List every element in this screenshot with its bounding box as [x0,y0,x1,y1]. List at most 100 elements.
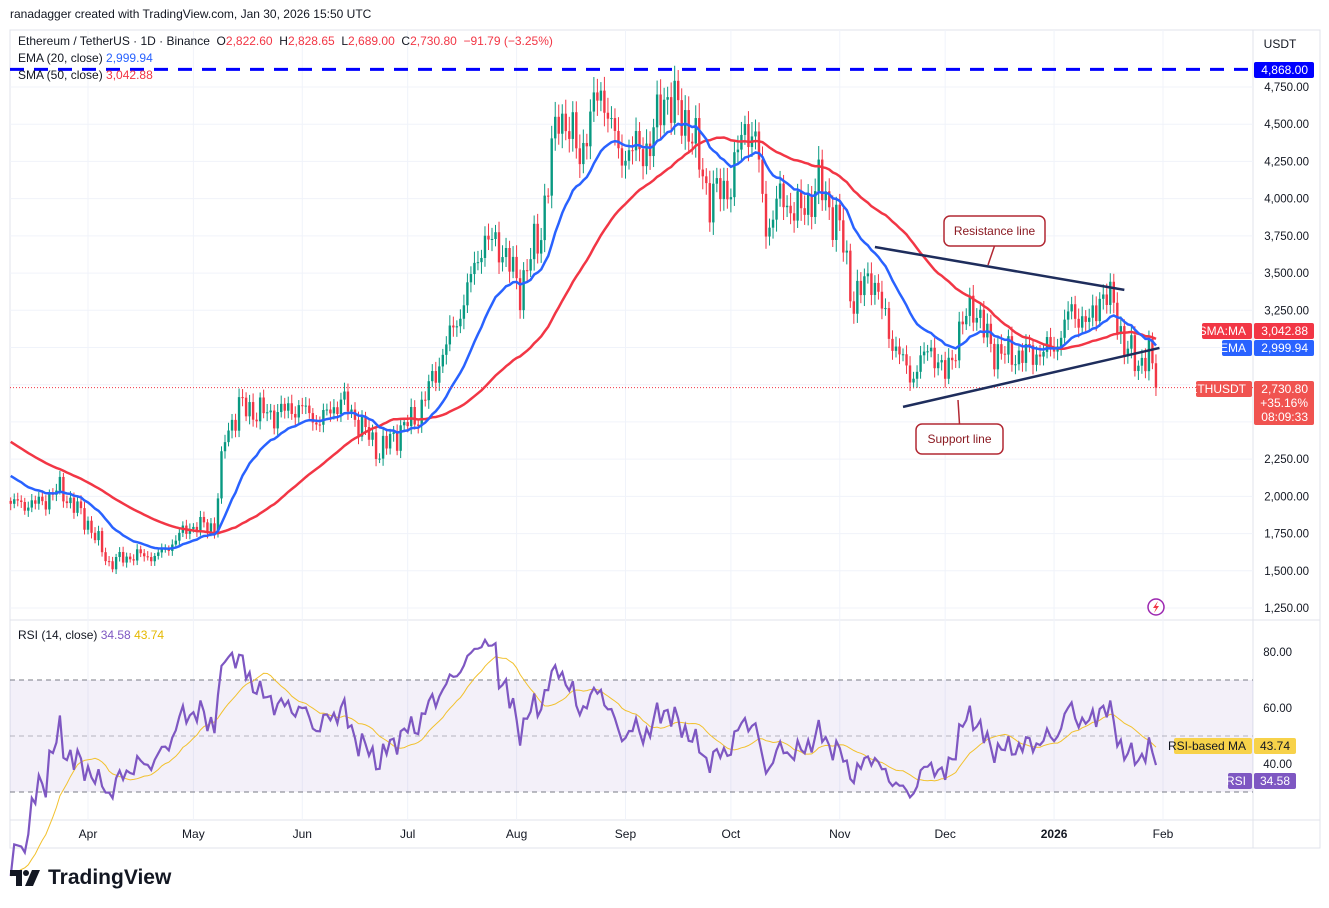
currency-label: USDT [1264,37,1297,51]
candle-body [13,499,16,504]
candle-body [104,552,107,562]
candle-body [424,399,427,401]
low-label: L [341,34,349,48]
candle-body [93,532,97,541]
candle-body [1098,298,1101,322]
candle-body [199,516,202,532]
last-price-badge-text: 08:09:33 [1261,410,1308,424]
sma-name-badge-text: SMA:MA [1199,324,1246,338]
candle-body [1000,344,1003,354]
candle-body [627,150,631,161]
candle-body [539,240,543,254]
candle-body [202,516,206,523]
candle-body [842,220,845,253]
candle-body [525,270,529,272]
candle-body [41,496,44,502]
sma-label: SMA (50, close) [18,68,103,82]
candle-body [111,561,114,570]
candle-body [69,497,72,504]
candle-body [16,499,19,501]
time-tick: 2026 [1041,827,1068,841]
candle-body [796,191,799,221]
rsi-value: 34.58 [100,628,131,642]
sma-legend[interactable]: SMA (50, close) 3,042.88 [18,68,153,82]
candle-body [445,344,448,355]
high-level-badge-text: 4,868.00 [1261,63,1308,77]
price-tick: 2,000.00 [1264,491,1309,503]
candle-body [859,280,863,296]
candle-body [100,531,104,553]
ema-legend[interactable]: EMA (20, close) 2,999.94 [18,51,153,65]
candle-body [1126,348,1130,357]
candle-body [371,432,374,440]
price-tick: 4,250.00 [1264,156,1309,168]
candle-body [20,500,23,503]
candle-body [220,451,223,499]
candle-body [803,208,806,215]
candle-body [835,204,838,240]
candle-body [943,360,947,379]
candle-body [666,97,669,100]
candle-body [940,360,943,363]
candle-body [568,131,571,139]
open-value: 2,822.60 [225,34,273,48]
candle-body [118,552,121,558]
candle-body [922,351,926,356]
candle-body [645,143,648,167]
candle-body [669,97,673,123]
candle-body [1084,316,1087,322]
candle-body [634,131,638,151]
candle-body [694,118,697,144]
candle-body [27,507,30,511]
candle-body [529,259,532,271]
candle-body [234,419,237,431]
candle-body [494,232,497,239]
rsi-badge-text: 34.58 [1260,774,1290,788]
candle-body [216,498,220,533]
rsi-ma-line [10,656,1157,877]
candle-body [395,432,399,451]
candle-body [413,407,416,425]
candle-body [255,419,258,422]
candle-body [44,501,48,510]
rsi-legend[interactable]: RSI (14, close) 34.58 43.74 [18,628,164,642]
candle-body [294,413,297,418]
candle-body [926,351,929,353]
open-label: O [216,34,226,48]
candle-body [624,160,627,166]
candle-body [968,295,971,316]
sma-name-badge [1202,323,1252,339]
candle-body [283,403,286,411]
time-tick: May [182,827,205,841]
candle-body [448,325,452,345]
symbol-title[interactable]: Ethereum / TetherUS · 1D · Binance [18,34,210,48]
candle-body [887,308,891,339]
candles [9,65,1158,575]
candle-body [1105,294,1108,305]
candle-body [336,407,339,415]
candle-body [188,528,192,534]
candle-body [504,247,508,258]
candle-body [107,561,111,563]
candle-body [157,552,160,556]
candle-body [915,371,919,379]
rsi-ma-name-badge [1174,738,1252,754]
candle-body [912,378,915,383]
candle-body [388,433,392,449]
candle-body [1070,304,1073,312]
lightning-glyph-icon [1153,601,1159,613]
candle-body [427,381,430,401]
candle-body [849,250,852,302]
candle-body [561,113,564,134]
rsi-tick: 60.00 [1263,703,1292,715]
candle-body [806,194,810,215]
candle-body [178,532,181,541]
candle-body [1038,354,1042,357]
candle-body [554,116,557,139]
tradingview-logo[interactable]: TradingView [10,866,171,890]
candle-body [870,273,873,295]
candle-body [873,282,877,295]
time-tick: Nov [829,827,850,841]
